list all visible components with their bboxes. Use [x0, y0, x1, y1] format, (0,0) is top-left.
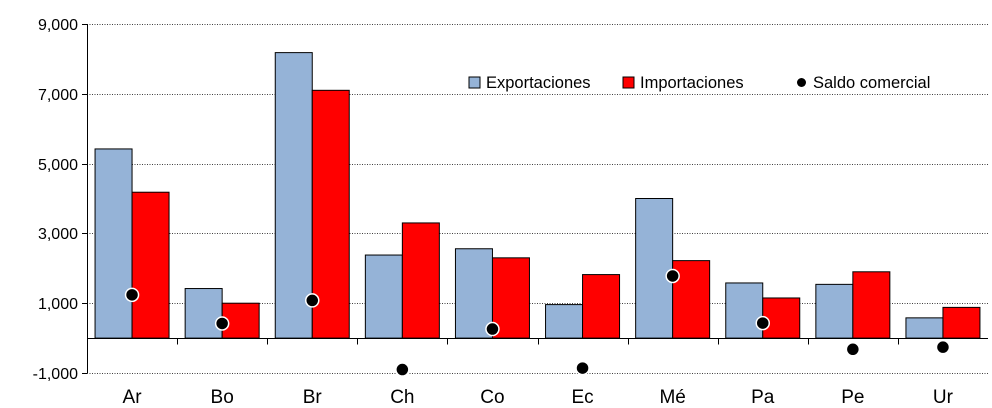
- balance-marker: [845, 342, 861, 357]
- export-bar: [454, 248, 493, 339]
- import-bar: [491, 257, 530, 339]
- balance-marker: [485, 321, 500, 337]
- y-tick-label: -1,000: [33, 366, 78, 383]
- balance-marker: [935, 339, 951, 355]
- x-tick-label: Ec: [571, 387, 593, 408]
- legend-swatch: [622, 76, 635, 89]
- export-bar: [635, 198, 674, 339]
- legend-item-importaciones: Importaciones: [640, 74, 744, 92]
- import-bar: [942, 306, 981, 339]
- legend-item-saldo: Saldo comercial: [813, 74, 930, 92]
- y-tick-label: 1,000: [38, 296, 78, 313]
- balance-marker: [575, 360, 590, 376]
- export-bar: [725, 282, 764, 339]
- x-tick-label: Ar: [123, 387, 143, 408]
- export-bar: [815, 283, 854, 339]
- export-bar: [184, 288, 223, 339]
- import-bar: [582, 274, 621, 339]
- x-tick-label: Ch: [390, 387, 414, 408]
- export-bar: [545, 304, 584, 339]
- x-tick-label: Pe: [841, 387, 864, 408]
- import-bar: [852, 271, 891, 339]
- y-tick-label: 9,000: [38, 17, 78, 34]
- balance-marker: [665, 268, 680, 284]
- import-bar: [131, 191, 170, 339]
- y-tick-label: 5,000: [38, 157, 78, 174]
- y-tick-labels: -1,000 1,000 3,000 5,000 7,000 9,000: [33, 17, 78, 383]
- x-tick-label: Br: [303, 387, 323, 408]
- balance-marker: [395, 362, 410, 377]
- y-tick-label: 7,000: [38, 87, 78, 104]
- balance-marker: [214, 316, 230, 331]
- import-bar: [401, 222, 440, 339]
- legend-marker: [797, 78, 806, 87]
- legend: Exportaciones Importaciones Saldo comercia…: [468, 74, 930, 92]
- balance-marker: [124, 287, 140, 303]
- balance-markers: [124, 268, 951, 377]
- x-tick-label: Bo: [211, 387, 234, 408]
- import-bar: [762, 297, 801, 339]
- y-tick-label: 3,000: [38, 226, 78, 243]
- legend-swatch: [468, 76, 481, 89]
- bars: [94, 52, 981, 339]
- legend-item-exportaciones: Exportaciones: [486, 74, 591, 92]
- x-tick-label: Co: [480, 387, 504, 408]
- export-bar: [364, 254, 403, 339]
- balance-marker: [305, 293, 320, 308]
- export-bar: [274, 52, 313, 339]
- balance-marker: [755, 315, 770, 331]
- x-tick-label: Mé: [659, 387, 685, 408]
- x-tick-label: Ur: [933, 387, 954, 408]
- x-tick-labels: Ar Bo Br Ch Co Ec Mé Pa Pe Ur: [123, 387, 954, 408]
- export-bar: [905, 317, 944, 339]
- x-tick-label: Pa: [751, 387, 775, 408]
- export-bar: [94, 148, 133, 339]
